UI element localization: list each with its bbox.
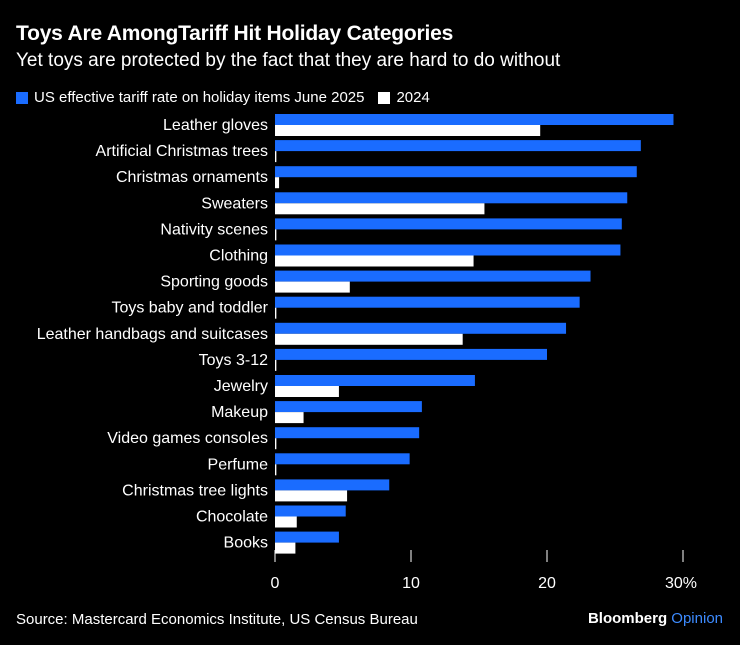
bar-2025: [275, 218, 622, 230]
legend-swatch-2025: [16, 91, 28, 104]
x-tick-label: 0: [271, 575, 280, 592]
category-label: Makeup: [211, 404, 268, 421]
category-label: Sporting goods: [160, 274, 268, 291]
bar-2024: [275, 229, 277, 241]
bar-2024: [275, 386, 339, 397]
category-label: Leather handbags and suitcases: [37, 326, 268, 343]
bar-2024: [275, 307, 277, 319]
legend: US effective tariff rate on holiday item…: [16, 89, 444, 106]
brand-suffix: Opinion: [671, 610, 723, 627]
category-label: Clothing: [209, 248, 268, 265]
bar-2025: [275, 296, 580, 308]
category-label: Toys baby and toddler: [111, 300, 268, 317]
category-label: Leather gloves: [163, 117, 268, 134]
legend-label-2024: 2024: [396, 89, 430, 106]
category-label: Nativity scenes: [160, 221, 268, 238]
bar-2025: [275, 322, 567, 334]
bar-2025: [275, 348, 547, 360]
bar-2024: [275, 490, 348, 502]
x-tick-label: 20: [538, 575, 556, 592]
bar-2025: [275, 401, 422, 413]
x-tick-label: 10: [402, 575, 420, 592]
bar-2025: [275, 375, 475, 386]
category-label: Chocolate: [196, 509, 268, 526]
category-label: Toys 3-12: [199, 352, 268, 369]
bar-2025: [275, 140, 641, 152]
category-label: Sweaters: [201, 195, 268, 212]
bar-2024: [275, 516, 297, 528]
bar-2024: [275, 412, 304, 424]
bar-2025: [275, 505, 346, 517]
category-label: Christmas tree lights: [122, 482, 268, 499]
category-label: Books: [224, 535, 268, 552]
chart-subtitle: Yet toys are protected by the fact that …: [16, 50, 561, 71]
chart-title: Toys Are AmongTariff Hit Holiday Categor…: [16, 22, 454, 45]
legend-swatch-2024: [378, 91, 391, 104]
bar-2024: [275, 177, 280, 189]
category-label: Perfume: [208, 456, 269, 473]
category-label: Jewelry: [214, 378, 268, 395]
bar-2025: [275, 114, 674, 125]
bar-2025: [275, 427, 420, 439]
legend-item-2025: US effective tariff rate on holiday item…: [16, 89, 364, 106]
bar-2025: [275, 270, 591, 282]
category-label: Artificial Christmas trees: [96, 143, 268, 160]
x-tick-label: 30%: [665, 575, 697, 592]
bar-2024: [275, 281, 350, 293]
legend-label-2025: US effective tariff rate on holiday item…: [34, 89, 365, 106]
bar-2024: [275, 255, 474, 267]
bar-2025: [275, 244, 621, 256]
bar-2025: [275, 453, 410, 465]
bar-2024: [275, 203, 485, 215]
bar-2024: [275, 151, 277, 163]
bar-2025: [275, 479, 390, 491]
bar-2024: [275, 333, 463, 345]
bar-2025: [275, 192, 628, 204]
brand-name: Bloomberg: [587, 610, 668, 627]
bar-2024: [275, 359, 277, 371]
bar-2025: [275, 166, 637, 178]
source-note: Source: Mastercard Economics Institute, …: [16, 611, 418, 628]
category-label: Video games consoles: [107, 430, 268, 447]
legend-item-2024: 2024: [378, 89, 430, 106]
category-label: Christmas ornaments: [116, 169, 268, 186]
bar-2025: [275, 531, 339, 543]
bar-2024: [275, 125, 541, 136]
bar-2024: [275, 542, 296, 554]
brand-logo: Bloomberg Opinion: [588, 610, 723, 627]
bar-2024: [275, 464, 277, 476]
bar-2024: [275, 438, 277, 450]
